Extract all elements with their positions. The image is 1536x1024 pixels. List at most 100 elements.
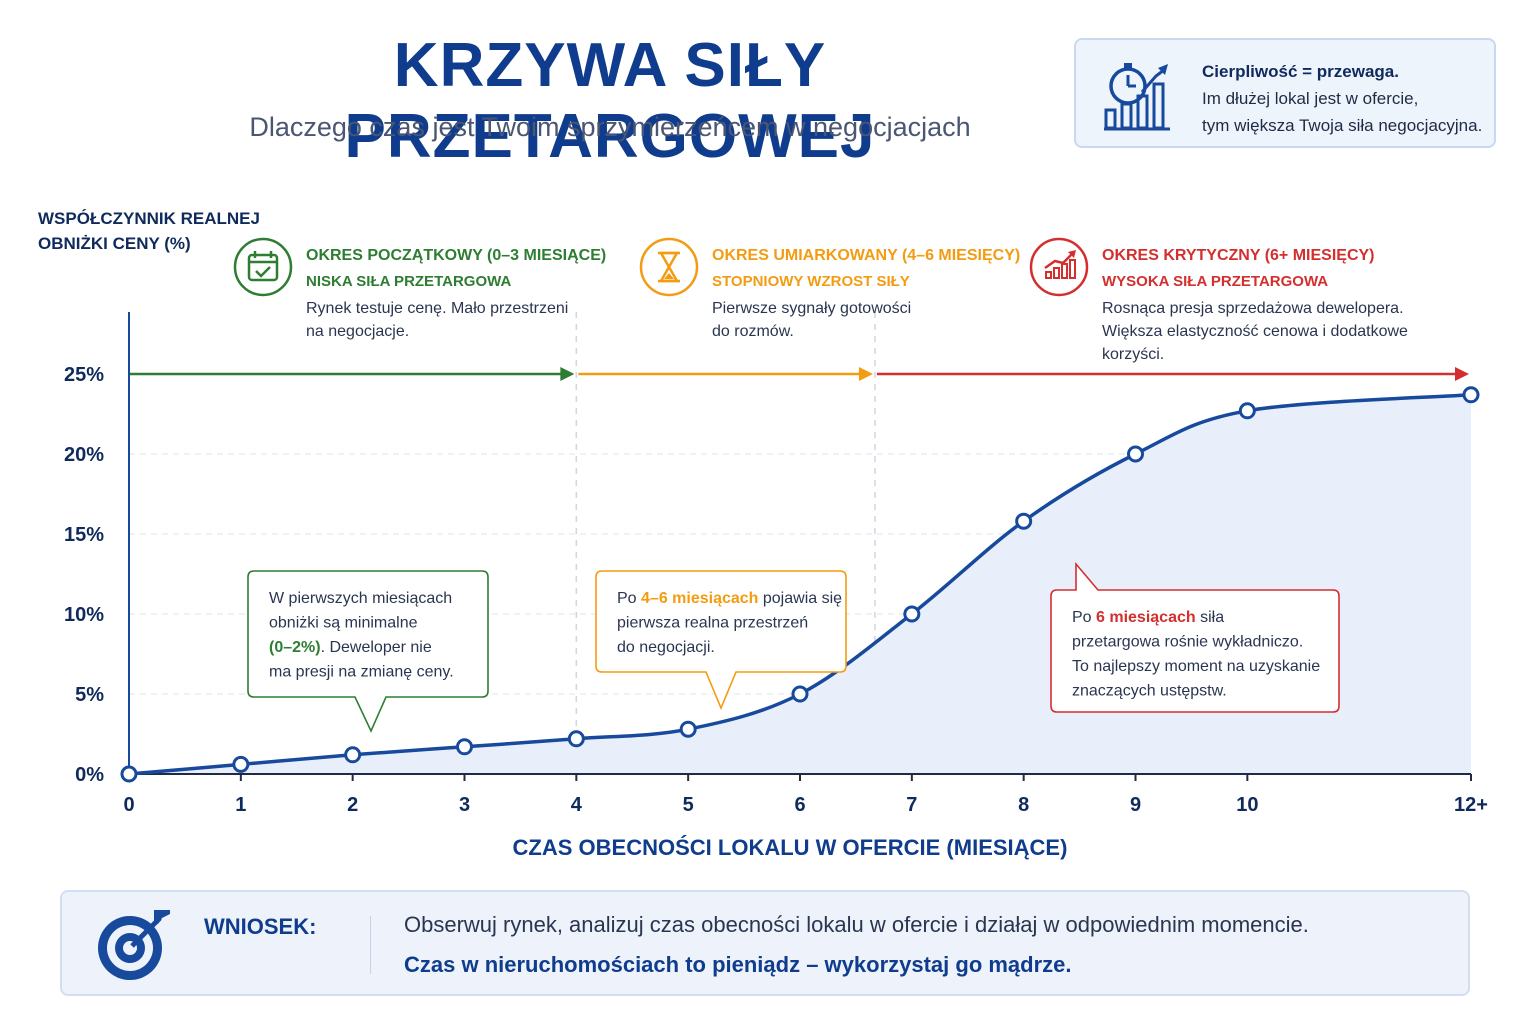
callout-line: Po 6 miesiącach siła	[1072, 609, 1224, 626]
period-description-line: Rynek testuje cenę. Mało przestrzeni	[306, 300, 568, 317]
period-arrow-head	[858, 367, 873, 381]
tip-line-2: Im dłużej lokal jest w ofercie,	[1202, 89, 1419, 108]
x-tick-label: 9	[1130, 794, 1141, 816]
period-description-line: Rosnąca presja sprzedażowa dewelopera.	[1102, 300, 1404, 317]
icon-trend	[1044, 252, 1074, 270]
callout-line: do negocjacji.	[617, 639, 715, 656]
callout-box	[247, 570, 489, 733]
conclusion-box: WNIOSEK: Obserwuj rynek, analizuj czas o…	[60, 890, 1470, 996]
callout-text: Po	[617, 590, 641, 607]
icon-trend-head	[1068, 250, 1076, 258]
conclusion-label: WNIOSEK:	[204, 914, 317, 939]
conclusion-strong-text: Czas w nieruchomościach to pieniądz – wy…	[404, 952, 1072, 977]
data-point	[1015, 512, 1033, 530]
icon-bar	[1061, 263, 1068, 279]
axis-ticks: 0% 5% 10% 15% 20% 25% 0 1 2 3 4 5 6 7 8 9 10 12+	[64, 364, 1488, 816]
callout-box	[1050, 561, 1340, 713]
callout-1: W pierwszych miesiącach obniżki są minima…	[247, 570, 489, 733]
period-description-line: Większa elastyczność cenowa i dodatkowe	[1102, 323, 1408, 340]
rising-bars-icon	[1029, 237, 1089, 297]
period-arrow-head	[1455, 367, 1469, 381]
callout-highlight: (0–2%)	[269, 639, 321, 656]
callout-line: znaczących ustępstw.	[1072, 683, 1227, 700]
y-tick-label: 25%	[64, 364, 104, 386]
x-tick-label: 6	[794, 794, 805, 816]
callout-text: Po	[1072, 609, 1096, 626]
tip-line-3: tym większa Twoja siła negocjacyjna.	[1202, 116, 1483, 135]
data-point	[1127, 445, 1144, 463]
period-headers: OKRES POCZĄTKOWY (0–3 MIESIĄCE) NISKA SIŁ…	[233, 237, 1408, 363]
tip-text: Cierpliwość = przewaga. Im dłużej lokal …	[1202, 58, 1482, 139]
callout-text: . Deweloper nie	[321, 639, 432, 656]
callout-text: do negocjacji.	[617, 639, 715, 656]
period-header-2: OKRES UMIARKOWANY (4–6 MIESIĘCY) STOPNIOW…	[639, 237, 1020, 340]
data-point	[232, 755, 250, 773]
period-description-line: na negocjacje.	[306, 323, 409, 340]
callout-line: Po 4–6 miesiącach pojawia się	[617, 590, 842, 607]
callout-line: To najlepszy moment na uzyskanie	[1072, 658, 1320, 675]
callout-line: ma presji na zmianę ceny.	[269, 664, 454, 681]
stopwatch-growth-chart-icon	[1104, 63, 1170, 131]
y-tick-label: 0%	[75, 764, 104, 786]
callout-text: pojawia się	[758, 590, 842, 607]
x-tick-label: 10	[1236, 794, 1258, 816]
data-point	[1238, 402, 1256, 420]
calendar-check-icon	[233, 237, 293, 297]
x-tick-label: 8	[1018, 794, 1029, 816]
callout-text: siła	[1196, 609, 1225, 626]
callout-text: obniżki są minimalne	[269, 615, 418, 632]
x-axis-label: CZAS OBECNOŚCI LOKALU W OFERCIE (MIESIĄC…	[513, 835, 1068, 860]
data-point	[120, 765, 138, 783]
x-tick-label: 3	[459, 794, 470, 816]
y-tick-label: 20%	[64, 444, 104, 466]
period-subtitle: STOPNIOWY WZROST SIŁY	[712, 273, 910, 290]
x-tick-label: 7	[906, 794, 917, 816]
conclusion-text: Obserwuj rynek, analizuj czas obecności …	[404, 912, 1309, 937]
period-description-line: do rozmów.	[712, 323, 794, 340]
hourglass-glass	[658, 251, 680, 283]
period-subtitle: NISKA SIŁA PRZETARGOWA	[306, 273, 511, 290]
period-subtitle: WYSOKA SIŁA PRZETARGOWA	[1102, 273, 1328, 290]
period-header-3: OKRES KRYTYCZNY (6+ MIESIĘCY) WYSOKA SIŁA…	[1029, 237, 1408, 363]
icon-bar	[1045, 271, 1052, 279]
icon-bar	[1053, 267, 1060, 279]
data-point	[344, 746, 362, 764]
y-tick-label: 10%	[64, 604, 104, 626]
callout-text: przetargowa rośnie wykładniczo.	[1072, 634, 1303, 651]
target-arrow-icon	[98, 910, 170, 980]
callout-text: To najlepszy moment na uzyskanie	[1072, 658, 1320, 675]
period-arrow-head	[560, 367, 575, 381]
callout-line: obniżki są minimalne	[269, 615, 418, 632]
callout-highlight: 4–6 miesiącach	[641, 590, 758, 607]
data-point	[456, 738, 473, 756]
y-tick-label: 5%	[75, 684, 104, 706]
x-tick-label: 0	[123, 794, 134, 816]
callout-line: W pierwszych miesiącach	[269, 590, 452, 607]
calendar-body	[247, 253, 279, 282]
callouts: W pierwszych miesiącach obniżki są minima…	[247, 561, 1340, 733]
hourglass-icon	[639, 237, 699, 297]
x-tick-label: 4	[571, 794, 583, 816]
tip-line-1: Cierpliwość = przewaga.	[1202, 62, 1399, 81]
callout-text: pierwsza realna przestrzeń	[617, 615, 808, 632]
callout-2: Po 4–6 miesiącach pojawia się pierwsza re…	[595, 570, 847, 711]
callout-box	[595, 570, 847, 711]
period-header-1: OKRES POCZĄTKOWY (0–3 MIESIĄCE) NISKA SIŁ…	[233, 237, 606, 340]
data-point	[679, 720, 697, 738]
x-tick-label: 5	[683, 794, 694, 816]
period-title: OKRES UMIARKOWANY (4–6 MIESIĘCY)	[712, 247, 1020, 264]
callout-line: (0–2%). Deweloper nie	[269, 639, 432, 656]
icon-ring	[233, 237, 293, 297]
x-tick-label: 2	[347, 794, 358, 816]
patience-tip-box: Cierpliwość = przewaga. Im dłużej lokal …	[1074, 38, 1496, 148]
callout-text: ma presji na zmianę ceny.	[269, 664, 454, 681]
data-point	[791, 685, 809, 703]
period-arrows	[129, 367, 1469, 381]
callout-highlight: 6 miesiącach	[1096, 609, 1196, 626]
data-point	[567, 730, 585, 748]
y-axis-label-line-1: WSPÓŁCZYNNIK REALNEJ	[38, 209, 260, 228]
data-point	[1462, 386, 1480, 404]
callout-3: Po 6 miesiącach siła przetargowa rośnie w…	[1050, 561, 1340, 713]
callout-text: W pierwszych miesiącach	[269, 590, 452, 607]
x-tick-label: 12+	[1454, 794, 1488, 816]
